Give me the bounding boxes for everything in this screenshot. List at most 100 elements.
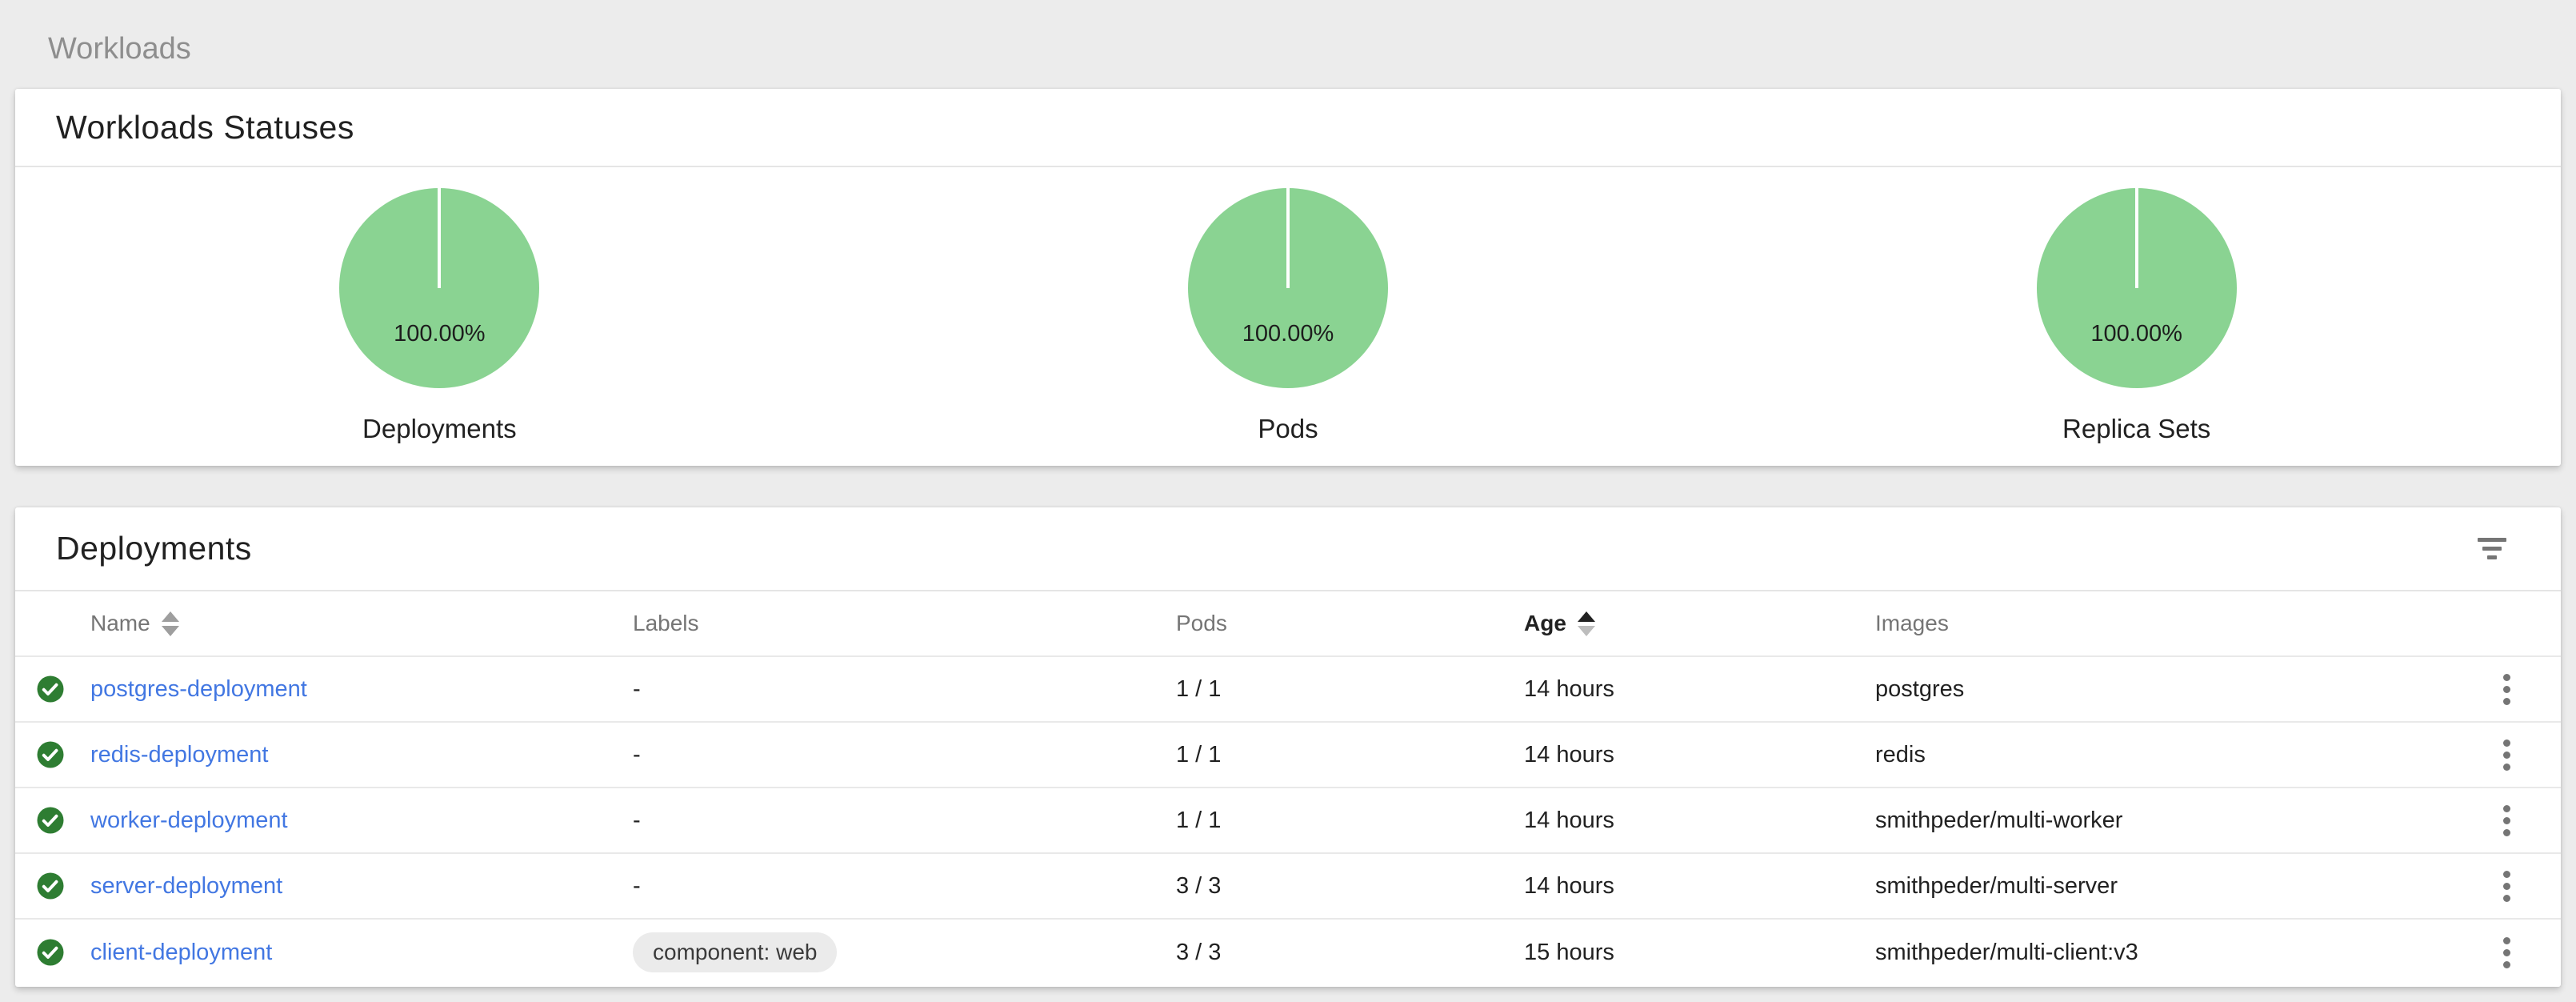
deployments-pie-percent: 100.00%: [394, 321, 486, 347]
statuses-card-title: Workloads Statuses: [56, 108, 354, 146]
table-header-row: Name Labels Pods Age Images: [15, 591, 2561, 657]
kebab-dot: [2503, 685, 2510, 693]
table-row: postgres-deployment - 1 / 1 14 hours pos…: [15, 657, 2561, 723]
deployment-name-link[interactable]: postgres-deployment: [90, 675, 307, 702]
deployments-card: Deployments Name Labels Pods Age: [15, 507, 2561, 987]
images-cell: smithpeder/multi-worker: [1875, 807, 2123, 833]
column-header-age-label: Age: [1524, 611, 1566, 635]
column-header-name[interactable]: Name: [90, 611, 633, 636]
column-header-name-label: Name: [90, 611, 150, 635]
column-header-images: Images: [1875, 611, 2473, 636]
statuses-card-title-bar: Workloads Statuses: [15, 89, 2561, 167]
sort-icon-active: [1577, 611, 1595, 636]
replicasets-pie-chart: 100.00%: [2036, 188, 2237, 388]
pods-cell: 1 / 1: [1176, 675, 1222, 702]
row-menu-icon[interactable]: [2495, 797, 2518, 844]
row-menu-icon[interactable]: [2495, 731, 2518, 779]
table-row: server-deployment - 3 / 3 14 hours smith…: [15, 854, 2561, 920]
sort-up-icon: [1577, 611, 1595, 622]
filter-icon[interactable]: [2471, 531, 2513, 566]
kebab-dot: [2503, 828, 2510, 836]
check-circle-icon: [37, 939, 64, 966]
status-cell: [15, 872, 90, 900]
labels-cell: -: [633, 807, 641, 833]
age-cell: 15 hours: [1524, 939, 1614, 965]
deployment-name-link[interactable]: server-deployment: [90, 872, 283, 899]
workloads-statuses-card: Workloads Statuses 100.00% Deployments 1…: [15, 89, 2561, 466]
column-header-labels: Labels: [633, 611, 1176, 636]
column-header-age[interactable]: Age: [1524, 611, 1875, 636]
labels-cell: -: [633, 741, 641, 768]
deployment-name-link[interactable]: redis-deployment: [90, 741, 269, 768]
labels-cell: -: [633, 675, 641, 702]
kebab-dot: [2503, 870, 2510, 878]
kebab-dot: [2503, 739, 2510, 747]
pie-slice-divider: [438, 188, 442, 288]
labels-cell: component: web: [633, 932, 1176, 972]
kebab-dot: [2503, 697, 2510, 705]
images-cell: smithpeder/multi-server: [1875, 872, 2118, 899]
label-chip: component: web: [633, 932, 838, 972]
pods-pie-percent: 100.00%: [1242, 321, 1334, 347]
breadcrumb[interactable]: Workloads: [48, 32, 191, 66]
age-cell: 14 hours: [1524, 807, 1614, 833]
filter-bar: [2478, 538, 2506, 542]
pods-pie-chart: 100.00%: [1188, 188, 1388, 388]
row-menu-icon[interactable]: [2495, 929, 2518, 976]
sort-down-icon: [161, 625, 179, 636]
pie-slice-divider: [2134, 188, 2138, 288]
images-cell: postgres: [1875, 675, 1965, 702]
kebab-dot: [2503, 673, 2510, 681]
column-header-pods: Pods: [1176, 611, 1524, 636]
sort-up-icon: [161, 611, 179, 622]
pie-slice-divider: [1286, 188, 1290, 288]
deployment-name-link[interactable]: client-deployment: [90, 939, 273, 965]
replicasets-status-chart: 100.00% Replica Sets: [1712, 167, 2561, 464]
table-row: redis-deployment - 1 / 1 14 hours redis: [15, 723, 2561, 788]
check-circle-icon: [37, 675, 64, 703]
check-circle-icon: [37, 741, 64, 768]
kebab-dot: [2503, 751, 2510, 759]
status-cell: [15, 806, 90, 835]
sort-icon: [161, 611, 179, 636]
status-cell: [15, 675, 90, 703]
deployments-card-title-bar: Deployments: [15, 507, 2561, 591]
row-menu-icon[interactable]: [2495, 666, 2518, 713]
age-cell: 14 hours: [1524, 741, 1614, 768]
pods-status-chart: 100.00% Pods: [864, 167, 1713, 464]
deployments-pie-chart: 100.00%: [339, 188, 540, 388]
kebab-dot: [2503, 948, 2510, 956]
images-cell: redis: [1875, 741, 1926, 768]
kebab-dot: [2503, 763, 2510, 771]
kebab-dot: [2503, 816, 2510, 824]
status-cell: [15, 740, 90, 769]
column-header-pods-label: Pods: [1176, 611, 1227, 635]
pods-cell: 1 / 1: [1176, 807, 1222, 833]
table-row: worker-deployment - 1 / 1 14 hours smith…: [15, 788, 2561, 854]
images-cell: smithpeder/multi-client:v3: [1875, 939, 2138, 965]
kebab-dot: [2503, 894, 2510, 902]
deployment-name-link[interactable]: worker-deployment: [90, 807, 288, 833]
kebab-dot: [2503, 960, 2510, 968]
column-header-labels-label: Labels: [633, 611, 699, 635]
pods-cell: 3 / 3: [1176, 872, 1222, 899]
check-circle-icon: [37, 872, 64, 900]
deployments-pie-label: Deployments: [362, 414, 517, 443]
age-cell: 14 hours: [1524, 872, 1614, 899]
deployments-card-title: Deployments: [56, 530, 252, 567]
pods-cell: 1 / 1: [1176, 741, 1222, 768]
filter-bar: [2482, 547, 2502, 551]
age-cell: 14 hours: [1524, 675, 1614, 702]
deployments-status-chart: 100.00% Deployments: [15, 167, 864, 464]
filter-bar: [2487, 555, 2497, 559]
replicasets-pie-label: Replica Sets: [2062, 414, 2211, 443]
status-charts: 100.00% Deployments 100.00% Pods 100.00%…: [15, 167, 2561, 464]
table-row: client-deployment component: web 3 / 3 1…: [15, 920, 2561, 985]
pods-pie-label: Pods: [1258, 414, 1318, 443]
check-circle-icon: [37, 807, 64, 834]
row-menu-icon[interactable]: [2495, 863, 2518, 910]
replicasets-pie-percent: 100.00%: [2090, 321, 2182, 347]
status-cell: [15, 938, 90, 967]
kebab-dot: [2503, 804, 2510, 812]
